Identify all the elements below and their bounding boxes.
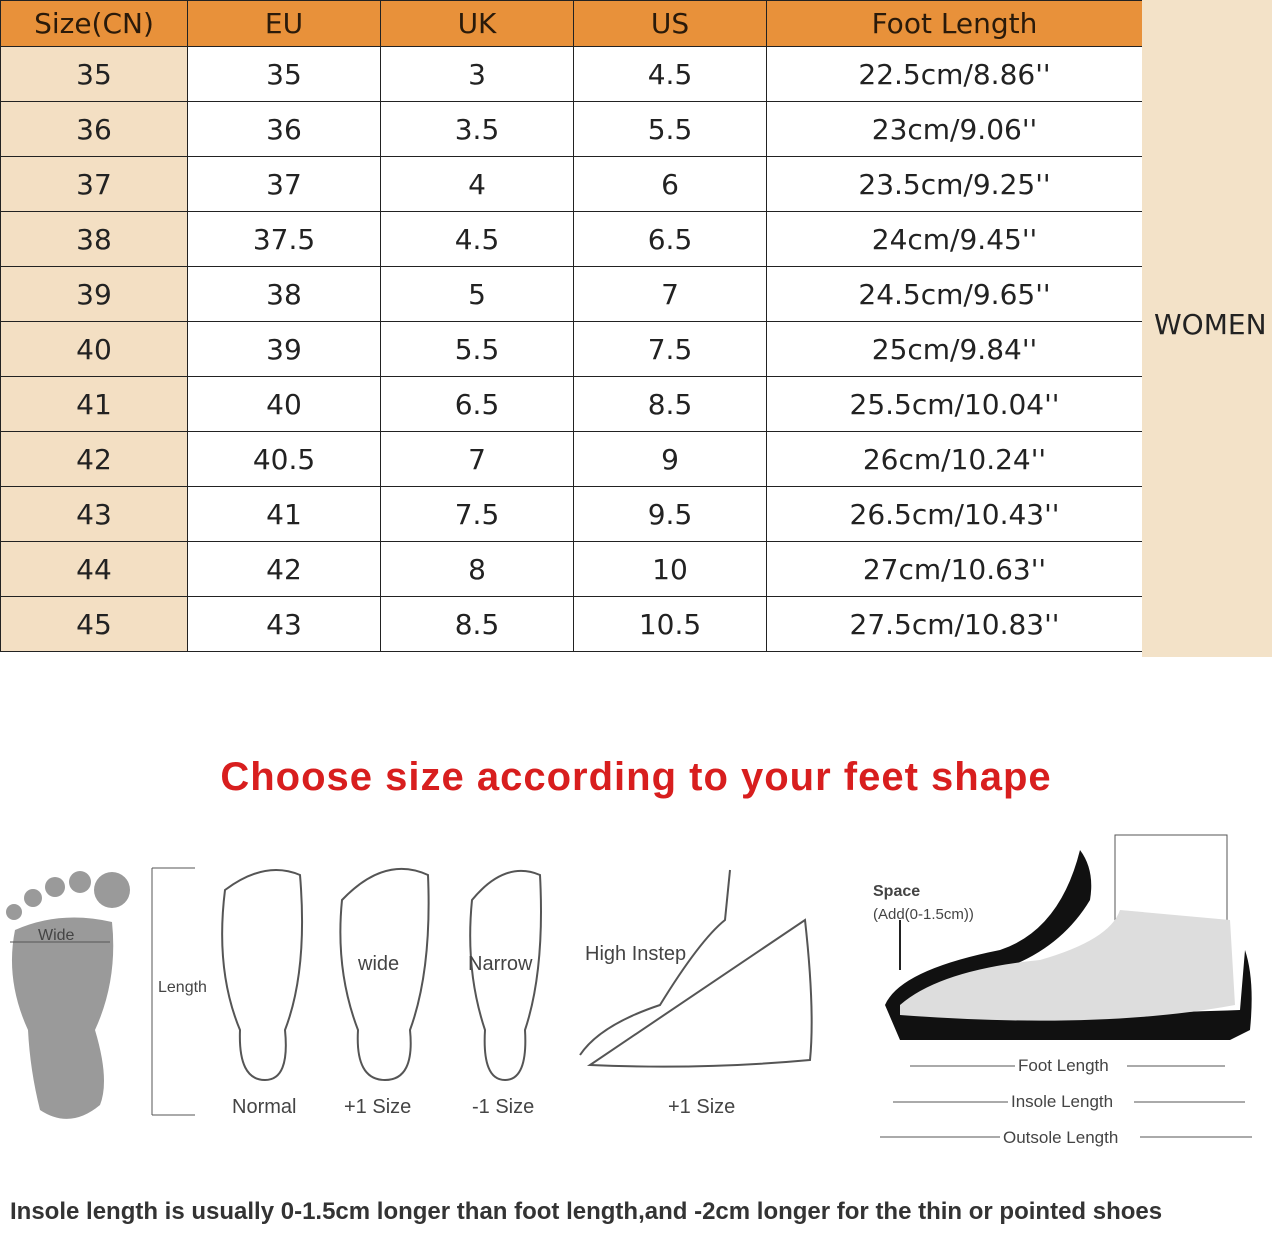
insole-note: Insole length is usually 0-1.5cm longer …: [10, 1198, 1163, 1225]
table-cell: 8: [380, 541, 574, 597]
space-note: (Add(0-1.5cm)): [873, 906, 974, 923]
table-cell: 43: [187, 596, 381, 652]
table-cell: 9: [573, 431, 767, 487]
table-cell: 37.5: [187, 211, 381, 267]
wide-caption: +1 Size: [344, 1096, 411, 1118]
shoe-cross-section-icon: [885, 834, 1252, 1040]
table-cell: 24cm/9.45'': [766, 211, 1143, 267]
table-row: 37 37 4 6 23.5cm/9.25'': [0, 156, 1143, 212]
table-cell: 6: [573, 156, 767, 212]
table-cell: 10: [573, 541, 767, 597]
size-chart-table: Size(CN) EU UK US Foot Length 35 35 3 4.5 22.5cm…: [0, 0, 1143, 652]
table-header-row: Size(CN) EU UK US Foot Length: [0, 0, 1143, 47]
column-header: UK: [380, 0, 574, 47]
narrow-foot-icon: [469, 869, 542, 1082]
table-cell: 5.5: [380, 321, 574, 377]
table-cell: 7.5: [573, 321, 767, 377]
table-row: 44 42 8 10 27cm/10.63'': [0, 541, 1143, 597]
guide-title: Choose size according to your feet shape: [220, 755, 1052, 799]
table-cell: 37: [0, 156, 188, 212]
table-cell: 24.5cm/9.65'': [766, 266, 1143, 322]
table-cell: 35: [0, 46, 188, 102]
table-cell: 26cm/10.24'': [766, 431, 1143, 487]
table-cell: 3.5: [380, 101, 574, 157]
table-cell: 23.5cm/9.25'': [766, 156, 1143, 212]
normal-caption: Normal: [232, 1096, 296, 1118]
table-cell: 27cm/10.63'': [766, 541, 1143, 597]
table-cell: 8.5: [380, 596, 574, 652]
table-cell: 36: [0, 101, 188, 157]
table-row: 42 40.5 7 9 26cm/10.24'': [0, 431, 1143, 487]
wide-word: wide: [357, 953, 399, 975]
table-cell: 5: [380, 266, 574, 322]
table-cell: 39: [187, 321, 381, 377]
table-cell: 7.5: [380, 486, 574, 542]
table-cell: 5.5: [573, 101, 767, 157]
table-row: 45 43 8.5 10.5 27.5cm/10.83'': [0, 596, 1143, 652]
table-cell: 39: [0, 266, 188, 322]
outsole-length-label: Outsole Length: [1003, 1128, 1118, 1147]
table-row: 36 36 3.5 5.5 23cm/9.06'': [0, 101, 1143, 157]
table-cell: 22.5cm/8.86'': [766, 46, 1143, 102]
narrow-word: Narrow: [468, 953, 533, 975]
table-cell: 38: [187, 266, 381, 322]
table-cell: 42: [187, 541, 381, 597]
table-row: 43 41 7.5 9.5 26.5cm/10.43'': [0, 486, 1143, 542]
table-cell: 36: [187, 101, 381, 157]
gender-label: WOMEN: [1154, 308, 1267, 341]
table-cell: 37: [187, 156, 381, 212]
column-header: EU: [187, 0, 381, 47]
table-cell: 40: [0, 321, 188, 377]
table-row: 38 37.5 4.5 6.5 24cm/9.45'': [0, 211, 1143, 267]
column-header: Foot Length: [766, 0, 1143, 47]
footprint-icon: Wide Length: [6, 867, 207, 1119]
wide-foot-icon: [339, 867, 430, 1082]
table-row: 41 40 6.5 8.5 25.5cm/10.04'': [0, 376, 1143, 432]
table-cell: 40: [187, 376, 381, 432]
table-cell: 25.5cm/10.04'': [766, 376, 1143, 432]
table-cell: 7: [573, 266, 767, 322]
high-instep-foot-icon: [579, 869, 813, 1068]
foot-length-label: Foot Length: [1018, 1056, 1109, 1075]
table-row: 39 38 5 7 24.5cm/9.65'': [0, 266, 1143, 322]
high-instep-caption: +1 Size: [668, 1096, 735, 1118]
length-label: Length: [158, 979, 207, 996]
table-cell: 45: [0, 596, 188, 652]
table-cell: 6.5: [380, 376, 574, 432]
table-cell: 9.5: [573, 486, 767, 542]
wide-label: Wide: [38, 927, 75, 944]
table-cell: 4: [380, 156, 574, 212]
narrow-caption: -1 Size: [472, 1096, 534, 1118]
high-instep-word: High Instep: [585, 943, 686, 965]
table-cell: 41: [0, 376, 188, 432]
table-cell: 4.5: [573, 46, 767, 102]
table-cell: 3: [380, 46, 574, 102]
table-cell: 4.5: [380, 211, 574, 267]
column-header: US: [573, 0, 767, 47]
table-cell: 26.5cm/10.43'': [766, 486, 1143, 542]
table-row: 40 39 5.5 7.5 25cm/9.84'': [0, 321, 1143, 377]
table-cell: 7: [380, 431, 574, 487]
normal-foot-icon: [221, 869, 304, 1082]
gender-side-panel: WOMEN: [1142, 0, 1272, 657]
table-cell: 41: [187, 486, 381, 542]
table-cell: 40.5: [187, 431, 381, 487]
table-cell: 35: [187, 46, 381, 102]
table-cell: 23cm/9.06'': [766, 101, 1143, 157]
table-row: 35 35 3 4.5 22.5cm/8.86'': [0, 46, 1143, 102]
table-cell: 42: [0, 431, 188, 487]
table-cell: 10.5: [573, 596, 767, 652]
table-cell: 6.5: [573, 211, 767, 267]
table-cell: 27.5cm/10.83'': [766, 596, 1143, 652]
foot-shape-illustrations: Wide Length Normal wide +1 Size Narrow -…: [6, 834, 1252, 1148]
table-cell: 25cm/9.84'': [766, 321, 1143, 377]
insole-length-label: Insole Length: [1011, 1092, 1113, 1111]
space-label: Space: [873, 883, 920, 900]
table-cell: 38: [0, 211, 188, 267]
table-cell: 43: [0, 486, 188, 542]
table-cell: 8.5: [573, 376, 767, 432]
column-header: Size(CN): [0, 0, 188, 47]
table-cell: 44: [0, 541, 188, 597]
